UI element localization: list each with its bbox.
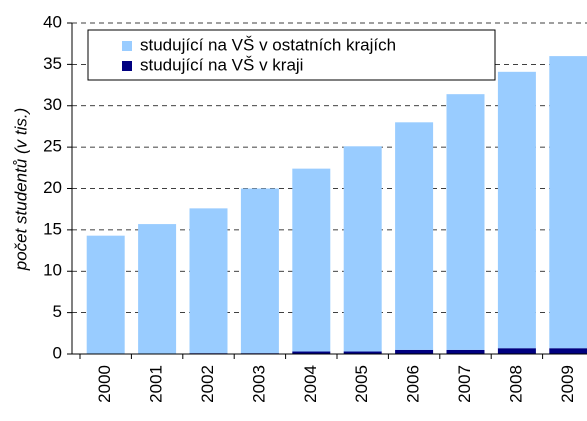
bar-segment — [395, 122, 434, 350]
y-axis-label: počet studentů (v tis.) — [11, 108, 30, 272]
y-tick-label: 10 — [43, 261, 62, 280]
x-tick-label: 2002 — [198, 365, 217, 403]
bar-segment — [549, 56, 587, 349]
y-tick-label: 15 — [43, 219, 62, 238]
bar-segment — [395, 349, 434, 354]
y-tick-label: 5 — [53, 302, 62, 321]
x-tick-label: 2008 — [506, 365, 525, 403]
bar-segment — [292, 351, 331, 354]
y-tick-label: 0 — [53, 343, 62, 362]
legend-label: studující na VŠ v ostatních krajích — [140, 35, 396, 54]
x-tick-label: 2000 — [95, 365, 114, 403]
bar-segment — [343, 146, 382, 352]
bar-segment — [497, 71, 536, 349]
bar-segment — [86, 235, 125, 354]
bar-segment — [343, 351, 382, 354]
legend-box — [87, 29, 496, 81]
x-tick-label: 2006 — [404, 365, 423, 403]
bar-segment — [446, 94, 485, 350]
y-tick-label: 25 — [43, 137, 62, 156]
bar-segment — [549, 348, 587, 354]
x-tick-label: 2004 — [301, 365, 320, 403]
bar-segment — [189, 208, 228, 354]
x-tick-label: 2005 — [352, 365, 371, 403]
y-tick-label: 40 — [43, 12, 62, 31]
bar-segment — [138, 224, 177, 354]
y-tick-label: 35 — [43, 54, 62, 73]
bar-segment — [240, 188, 279, 354]
y-tick-label: 20 — [43, 178, 62, 197]
y-tick-label: 30 — [43, 95, 62, 114]
x-tick-label: 2001 — [147, 365, 166, 403]
bar-segment — [497, 348, 536, 354]
x-tick-label: 2009 — [558, 365, 577, 403]
bar-segment — [446, 349, 485, 354]
x-tick-label: 2007 — [455, 365, 474, 403]
bar-segment — [292, 168, 331, 352]
legend-swatch — [122, 41, 132, 51]
x-tick-label: 2003 — [249, 365, 268, 403]
legend-swatch — [122, 61, 132, 71]
legend-label: studující na VŠ v kraji — [140, 55, 303, 74]
